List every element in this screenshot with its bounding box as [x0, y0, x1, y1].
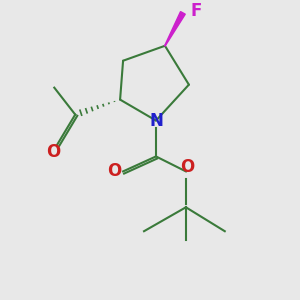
- Text: N: N: [149, 112, 163, 130]
- Text: O: O: [46, 143, 60, 161]
- Text: F: F: [190, 2, 202, 20]
- Text: O: O: [180, 158, 194, 176]
- Polygon shape: [165, 12, 185, 46]
- Text: O: O: [107, 162, 121, 180]
